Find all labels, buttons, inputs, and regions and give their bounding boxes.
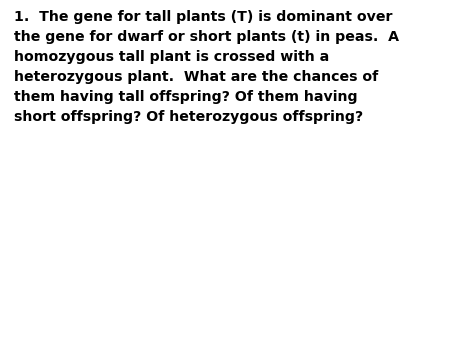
Text: 1.  The gene for tall plants (T) is dominant over
the gene for dwarf or short pl: 1. The gene for tall plants (T) is domin… <box>14 10 399 124</box>
